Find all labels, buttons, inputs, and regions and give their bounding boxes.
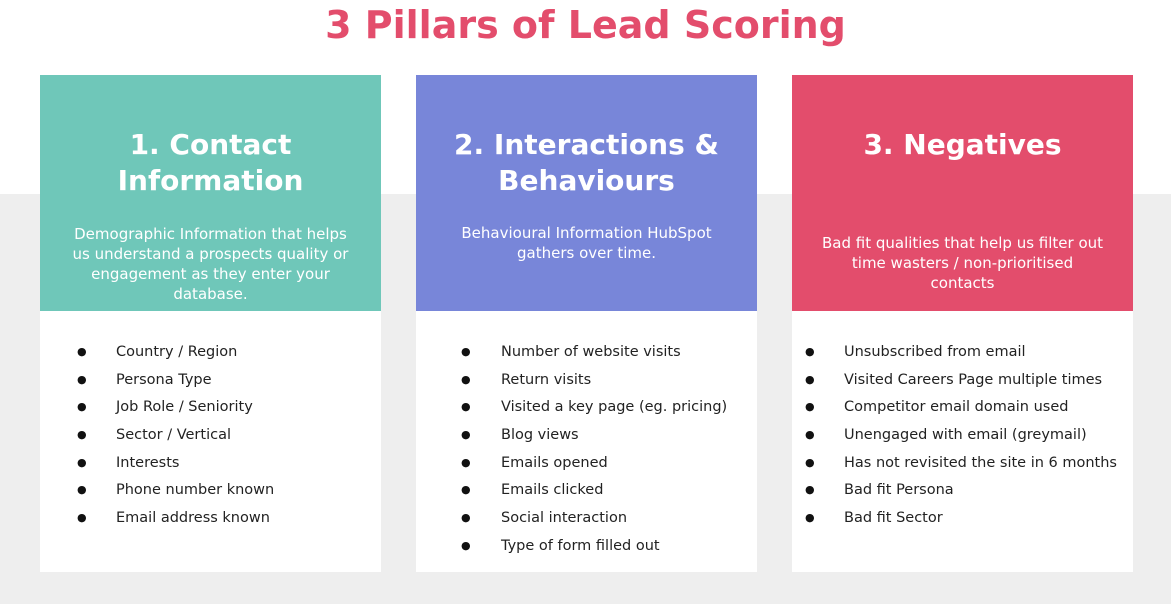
list-item: ● Unsubscribed from email [792,341,1133,369]
list-item-text: Emails clicked [501,482,604,499]
bullet-icon: ● [461,428,471,442]
list-item: ● Bad fit Persona [792,479,1133,507]
bullet-icon: ● [77,345,87,358]
list-item-text: Social interaction [501,510,628,527]
list-item-text: Emails opened [501,454,608,471]
bullet-icon: ● [461,372,471,386]
bullet-icon: ● [77,400,87,414]
list-item: ● Email address known [40,507,381,535]
pillar-card-negatives: 3. Negatives Bad fit qualities that help… [792,75,1133,572]
item-list: ● Country / Region ● Persona Type ● Job Rol… [40,341,381,535]
card-description: Demographic Information that helps us un… [72,225,349,303]
card-title: 1. Contact Information [117,128,304,197]
list-item: ● Bad fit Sector [792,507,1133,535]
list-item: ● Competitor email domain used [792,396,1133,424]
bullet-icon: ● [461,455,471,469]
list-item-text: Unsubscribed from email [844,344,1026,360]
card-header: 3. Negatives Bad fit qualities that help… [792,75,1133,311]
list-item-text: Has not revisited the site in 6 months [844,454,1117,471]
bullet-icon: ● [77,455,87,469]
bullet-icon: ● [461,483,471,497]
list-item-text: Blog views [501,427,579,444]
bullet-icon: ● [77,428,87,442]
bullet-icon: ● [805,483,815,497]
bullet-icon: ● [461,345,471,358]
card-title: 3. Negatives [863,128,1062,161]
bullet-icon: ● [461,538,471,552]
bullet-icon: ● [77,372,87,386]
list-item: ● Social interaction [416,507,757,535]
list-item: ● Emails opened [416,452,757,480]
list-item-text: Interests [116,454,180,471]
list-item-text: Unengaged with email (greymail) [844,427,1087,444]
card-header: 2. Interactions & Behaviours Behavioural… [416,75,757,311]
list-item: ● Type of form filled out [416,535,757,563]
list-item: ● Emails clicked [416,479,757,507]
list-item-text: Type of form filled out [501,537,660,554]
bullet-icon: ● [805,400,815,414]
card-title: 2. Interactions & Behaviours [454,128,719,197]
page-title: 3 Pillars of Lead Scoring [325,3,846,47]
list-item-text: Bad fit Persona [844,482,954,499]
list-item-text: Bad fit Sector [844,510,943,527]
list-item: ● Blog views [416,424,757,452]
card-header: 1. Contact Information Demographic Infor… [40,75,381,311]
list-item: ● Number of website visits [416,341,757,369]
list-item-text: Competitor email domain used [844,399,1069,416]
bullet-icon: ● [77,511,87,525]
list-item-text: Country / Region [116,344,238,360]
card-description: Bad fit qualities that help us filter ou… [821,234,1104,292]
item-list: ● Number of website visits ● Return visits… [416,341,757,563]
bullet-icon: ● [805,372,815,386]
bullet-icon: ● [461,511,471,525]
pillar-card-interactions-behaviours: 2. Interactions & Behaviours Behavioural… [416,75,757,572]
bullet-icon: ● [805,511,815,525]
list-item-text: Persona Type [116,371,212,388]
bullet-icon: ● [77,483,87,497]
list-item: ● Job Role / Seniority [40,396,381,424]
card-description: Behavioural Information HubSpot gathers … [461,224,712,262]
list-item-text: Sector / Vertical [116,427,231,444]
list-item: ● Has not revisited the site in 6 months [792,452,1133,480]
bullet-icon: ● [461,400,471,414]
list-item-text: Email address known [116,510,270,527]
list-item: ● Unengaged with email (greymail) [792,424,1133,452]
pillar-card-contact-information: 1. Contact Information Demographic Infor… [40,75,381,572]
list-item: ● Country / Region [40,341,381,369]
list-item-text: Return visits [501,371,592,388]
list-item: ● Persona Type [40,369,381,397]
list-item-text: Number of website visits [501,344,681,360]
list-item: ● Visited Careers Page multiple times [792,369,1133,397]
list-item-text: Visited Careers Page multiple times [844,371,1103,388]
list-item-text: Visited a key page (eg. pricing) [501,399,728,416]
list-item: ● Sector / Vertical [40,424,381,452]
list-item-text: Job Role / Seniority [116,399,253,416]
list-item: ● Visited a key page (eg. pricing) [416,396,757,424]
list-item: ● Phone number known [40,479,381,507]
item-list: ● Unsubscribed from email ● Visited Career… [792,341,1133,535]
bullet-icon: ● [805,455,815,469]
bullet-icon: ● [805,345,815,358]
list-item: ● Return visits [416,369,757,397]
bullet-icon: ● [805,428,815,442]
list-item: ● Interests [40,452,381,480]
list-item-text: Phone number known [116,482,275,499]
